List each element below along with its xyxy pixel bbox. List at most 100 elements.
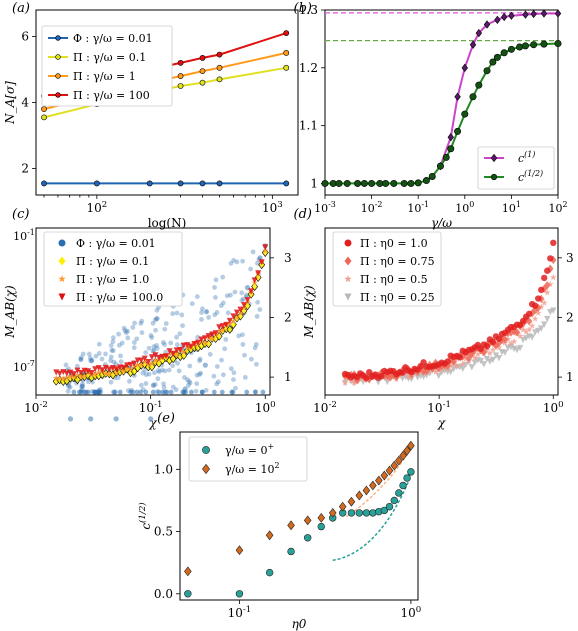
data-point xyxy=(510,327,518,336)
data-point xyxy=(454,127,462,135)
data-point xyxy=(538,286,545,294)
data-point xyxy=(177,346,184,353)
panel-c: 10-2 10-1 100 10-1 10-7 1 2 3 χ M_AB(χ) (c) Φ : γ/ω… xyxy=(3,207,292,430)
data-point xyxy=(216,180,223,187)
data-point xyxy=(122,328,128,334)
data-point xyxy=(546,280,554,288)
data-point xyxy=(233,309,240,316)
data-point xyxy=(131,360,138,367)
data-point xyxy=(166,367,172,373)
data-point xyxy=(522,10,529,19)
data-point xyxy=(226,325,234,334)
data-point xyxy=(110,348,116,354)
data-point xyxy=(369,480,377,491)
legend-marker xyxy=(344,239,352,247)
data-point xyxy=(453,362,461,369)
data-point xyxy=(162,368,168,374)
x-tick-label: 10-1 xyxy=(427,400,451,415)
data-point xyxy=(495,355,503,362)
panel-b: 10-3 10-2 10-1 100 101 102 1 1.1 1.2 1.3 γ/ω (b) c(1… xyxy=(294,1,568,230)
data-point xyxy=(242,374,248,380)
data-point xyxy=(544,315,551,323)
data-point xyxy=(80,381,85,387)
data-point xyxy=(110,335,116,341)
data-point xyxy=(93,353,99,359)
axes-frame xyxy=(324,227,559,396)
legend: Φ : γ/ω = 0.01 Π : γ/ω = 0.1 Π : γ/ω = 1 Π … xyxy=(41,25,173,107)
data-point xyxy=(530,41,538,49)
data-point xyxy=(106,370,113,377)
data-point xyxy=(99,356,105,362)
data-point xyxy=(501,12,508,22)
data-point xyxy=(175,360,180,366)
data-point xyxy=(177,73,184,79)
data-point xyxy=(547,255,554,262)
x-tick-label: 102 xyxy=(548,200,567,215)
legend: Φ : γ/ω = 0.01 Π : γ/ω = 0.1 Π : γ/ω = 1.0… xyxy=(43,231,183,307)
data-point xyxy=(202,335,209,342)
data-point xyxy=(258,259,265,266)
data-point xyxy=(109,347,115,353)
x-tick-label: 100 xyxy=(455,200,474,215)
data-point xyxy=(216,379,221,385)
data-point xyxy=(185,377,190,383)
data-point xyxy=(231,257,236,263)
data-point xyxy=(222,346,228,352)
data-point xyxy=(230,389,236,395)
data-point xyxy=(113,366,120,373)
data-point xyxy=(231,377,236,382)
data-point xyxy=(127,365,134,372)
data-point xyxy=(116,331,122,337)
data-point xyxy=(131,345,137,351)
data-point xyxy=(154,345,160,351)
data-point xyxy=(220,274,226,280)
y-axis-label: M_AB(χ) xyxy=(3,285,17,339)
data-point xyxy=(504,335,512,343)
data-point xyxy=(399,481,407,490)
legend-marker xyxy=(344,256,352,266)
data-point xyxy=(182,386,188,392)
data-point xyxy=(156,389,162,395)
data-point xyxy=(138,357,145,364)
legend-marker xyxy=(55,92,61,98)
data-point xyxy=(130,325,136,330)
panel-label: (c) xyxy=(12,207,29,222)
data-point xyxy=(489,346,497,353)
y-tick-label: 2 xyxy=(21,162,29,176)
data-point xyxy=(177,83,184,89)
data-point xyxy=(198,336,205,343)
data-point xyxy=(483,356,491,363)
data-point xyxy=(228,366,234,372)
data-point xyxy=(197,358,203,364)
data-point xyxy=(283,180,290,187)
data-point xyxy=(454,92,461,101)
legend-text: Π : γ/ω = 100 xyxy=(73,89,150,102)
data-point xyxy=(177,331,183,337)
data-point xyxy=(508,11,515,20)
data-point xyxy=(150,320,156,326)
data-point xyxy=(150,383,156,389)
data-point xyxy=(257,307,263,312)
legend-text: Π : γ/ω = 0.1 xyxy=(76,255,149,268)
data-point xyxy=(407,440,415,451)
data-point xyxy=(152,382,158,387)
data-point xyxy=(541,321,548,328)
data-point xyxy=(244,297,251,304)
data-point xyxy=(471,354,479,361)
data-point xyxy=(125,328,130,334)
data-point xyxy=(540,9,548,18)
data-point xyxy=(347,496,356,507)
data-point xyxy=(143,389,149,395)
data-point xyxy=(244,389,250,395)
data-point xyxy=(541,274,548,282)
data-point xyxy=(390,460,399,471)
data-point xyxy=(181,375,187,380)
data-point xyxy=(212,312,218,318)
data-point xyxy=(41,180,47,187)
data-point xyxy=(127,361,134,368)
data-point xyxy=(390,496,398,505)
data-point xyxy=(219,357,224,363)
legend-box xyxy=(332,231,442,307)
data-point xyxy=(184,342,191,349)
data-point xyxy=(519,326,527,333)
